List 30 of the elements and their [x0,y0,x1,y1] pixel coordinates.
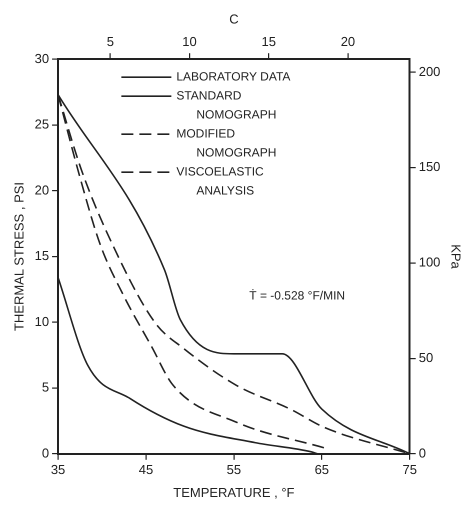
y2-tick-label: 50 [418,350,434,365]
x-axis-title: TEMPERATURE , °F [173,484,295,500]
x2-tick-label: 15 [262,34,276,49]
x2-axis-title: C [229,11,239,26]
y-tick-label: 30 [34,50,50,66]
x-tick-label: 65 [314,462,330,478]
x2-tick-label: 10 [182,34,197,49]
y-tick-label: 25 [34,116,50,132]
x-tick-label: 75 [402,462,417,478]
annotation: Ṫ = -0.528 °F/MIN [249,288,346,302]
x-tick-label: 35 [50,462,66,478]
y-axis-title: THERMAL STRESS , PSI [11,182,26,332]
x-tick-label: 45 [138,462,154,478]
y2-tick-label: 200 [418,64,440,79]
y2-tick-label: 100 [418,254,440,270]
legend-label: LABORATORY DATA [176,70,290,84]
y2-axis-title: KPa [448,244,464,270]
x2-tick-label: 20 [340,34,356,49]
y2-tick-label: 0 [418,445,426,460]
y-tick-label: 20 [34,182,50,198]
y-tick-label: 10 [34,314,50,329]
legend-label: VISCOELASTIC ANALYSIS [176,164,264,198]
y-tick-label: 0 [42,445,50,460]
x-tick-label: 55 [226,462,242,478]
legend-label: MODIFIED NOMOGRAPH [176,126,276,160]
legend-label: STANDARD NOMOGRAPH [176,88,276,122]
x2-tick-label: 5 [106,34,114,49]
y2-tick-label: 150 [418,159,440,174]
y-tick-label: 5 [42,380,50,395]
y-tick-label: 15 [34,248,50,264]
